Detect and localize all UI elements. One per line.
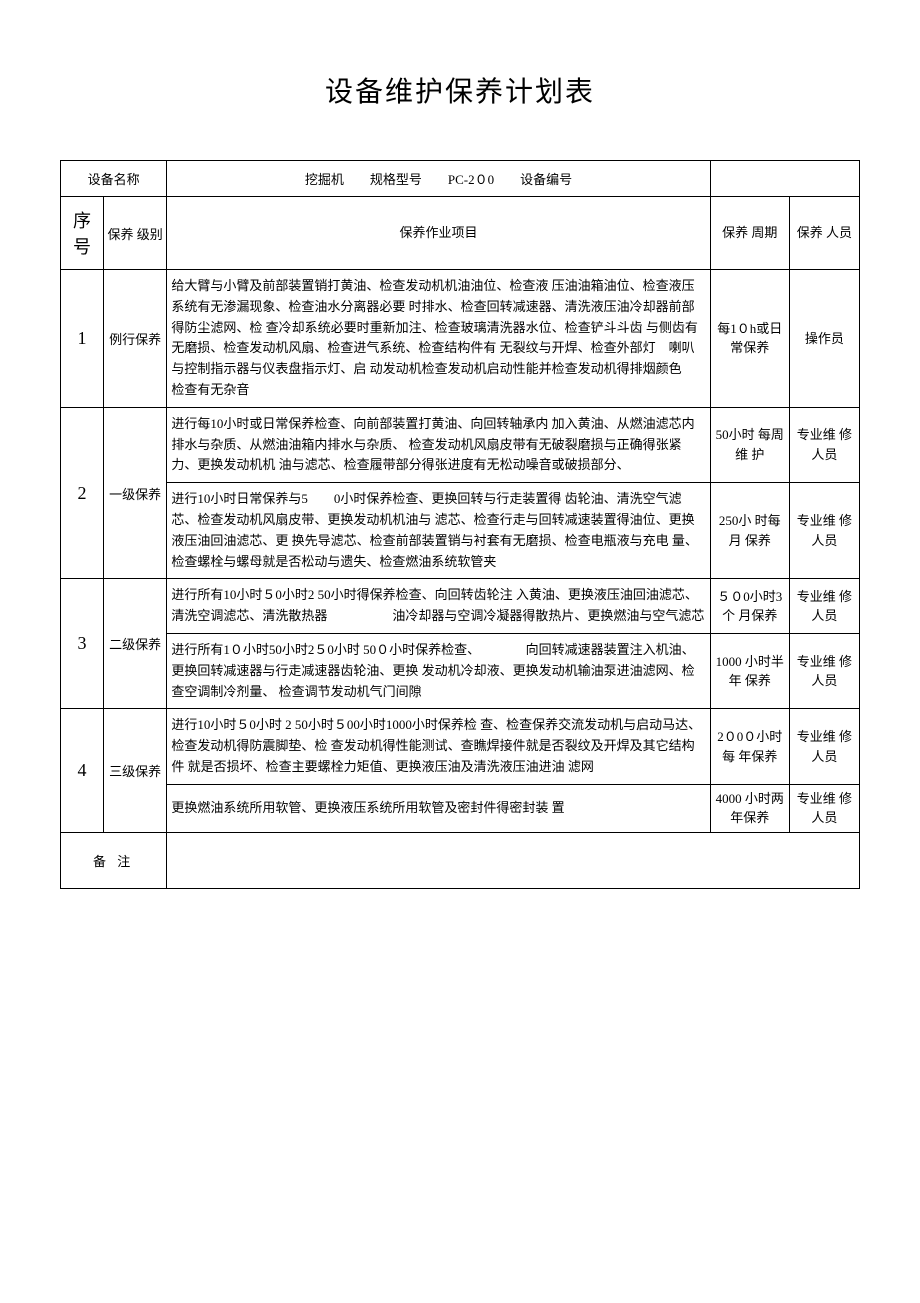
person-cell: 专业维 修人员 bbox=[789, 784, 859, 832]
content-cell: 进行所有10小时５0小时2 50小时得保养检查、向回转齿轮注 入黄油、更换液压油… bbox=[167, 579, 710, 634]
content-cell: 进行10小时５0小时 2 50小时５00小时1000小时保养检 查、检查保养交流… bbox=[167, 709, 710, 784]
cycle-cell: 4000 小时两年保养 bbox=[710, 784, 789, 832]
content-cell: 进行每10小时或日常保养检查、向前部装置打黄油、向回转轴承内 加入黄油、从燃油滤… bbox=[167, 407, 710, 482]
person-cell: 专业维 修人员 bbox=[789, 483, 859, 579]
col-cycle: 保养 周期 bbox=[710, 197, 789, 270]
seq-cell: 3 bbox=[61, 579, 104, 709]
level-cell: 一级保养 bbox=[104, 407, 167, 579]
note-value bbox=[167, 832, 860, 888]
table-row: 进行所有1０小时50小时2５0小时 50０小时保养检查、 向回转减速器装置注入机… bbox=[61, 633, 860, 708]
note-row: 备 注 bbox=[61, 832, 860, 888]
level-cell: 三级保养 bbox=[104, 709, 167, 832]
cycle-cell: 2０0０小时每 年保养 bbox=[710, 709, 789, 784]
person-cell: 操作员 bbox=[789, 270, 859, 408]
cycle-cell: 250小 时每月 保养 bbox=[710, 483, 789, 579]
note-label: 备 注 bbox=[61, 832, 167, 888]
table-row: 4 三级保养 进行10小时５0小时 2 50小时５00小时1000小时保养检 查… bbox=[61, 709, 860, 784]
equipment-header-row: 设备名称 挖掘机 规格型号 PC-2０0 设备编号 bbox=[61, 161, 860, 197]
person-cell: 专业维 修人员 bbox=[789, 633, 859, 708]
table-row: 更换燃油系统所用软管、更换液压系统所用软管及密封件得密封装 置 4000 小时两… bbox=[61, 784, 860, 832]
seq-cell: 1 bbox=[61, 270, 104, 408]
level-cell: 二级保养 bbox=[104, 579, 167, 709]
cycle-cell: 50小时 每周维 护 bbox=[710, 407, 789, 482]
content-cell: 进行10小时日常保养与5 0小时保养检查、更换回转与行走装置得 齿轮油、清洗空气… bbox=[167, 483, 710, 579]
column-header-row: 序 号 保养 级别 保养作业项目 保养 周期 保养 人员 bbox=[61, 197, 860, 270]
col-content: 保养作业项目 bbox=[167, 197, 710, 270]
person-cell: 专业维 修人员 bbox=[789, 579, 859, 634]
spec-label-text: 规格型号 bbox=[370, 172, 422, 187]
equipment-name-label: 设备名称 bbox=[61, 161, 167, 197]
level-cell: 例行保养 bbox=[104, 270, 167, 408]
col-person: 保养 人员 bbox=[789, 197, 859, 270]
cycle-cell: ５０0小时3个 月保养 bbox=[710, 579, 789, 634]
maintenance-table: 设备名称 挖掘机 规格型号 PC-2０0 设备编号 序 号 保养 级别 保养作业… bbox=[60, 160, 860, 889]
content-cell: 给大臂与小臂及前部装置销打黄油、检查发动机机油油位、检查液 压油油箱油位、检查液… bbox=[167, 270, 710, 408]
content-cell: 更换燃油系统所用软管、更换液压系统所用软管及密封件得密封装 置 bbox=[167, 784, 710, 832]
content-cell: 进行所有1０小时50小时2５0小时 50０小时保养检查、 向回转减速器装置注入机… bbox=[167, 633, 710, 708]
equipment-code-value bbox=[710, 161, 859, 197]
name-value-text: 挖掘机 bbox=[305, 172, 344, 187]
table-row: 2 一级保养 进行每10小时或日常保养检查、向前部装置打黄油、向回转轴承内 加入… bbox=[61, 407, 860, 482]
person-cell: 专业维 修人员 bbox=[789, 407, 859, 482]
code-label-text: 设备编号 bbox=[520, 172, 572, 187]
seq-cell: 4 bbox=[61, 709, 104, 832]
document-title: 设备维护保养计划表 bbox=[60, 70, 860, 110]
table-row: 1 例行保养 给大臂与小臂及前部装置销打黄油、检查发动机机油油位、检查液 压油油… bbox=[61, 270, 860, 408]
spec-value-text: PC-2０0 bbox=[448, 172, 494, 187]
col-seq: 序 号 bbox=[61, 197, 104, 270]
cycle-cell: 每1０h或日 常保养 bbox=[710, 270, 789, 408]
cycle-cell: 1000 小时半年 保养 bbox=[710, 633, 789, 708]
col-level: 保养 级别 bbox=[104, 197, 167, 270]
table-row: 3 二级保养 进行所有10小时５0小时2 50小时得保养检查、向回转齿轮注 入黄… bbox=[61, 579, 860, 634]
person-cell: 专业维 修人员 bbox=[789, 709, 859, 784]
table-row: 进行10小时日常保养与5 0小时保养检查、更换回转与行走装置得 齿轮油、清洗空气… bbox=[61, 483, 860, 579]
equipment-name-value: 挖掘机 规格型号 PC-2０0 设备编号 bbox=[167, 161, 710, 197]
seq-cell: 2 bbox=[61, 407, 104, 579]
